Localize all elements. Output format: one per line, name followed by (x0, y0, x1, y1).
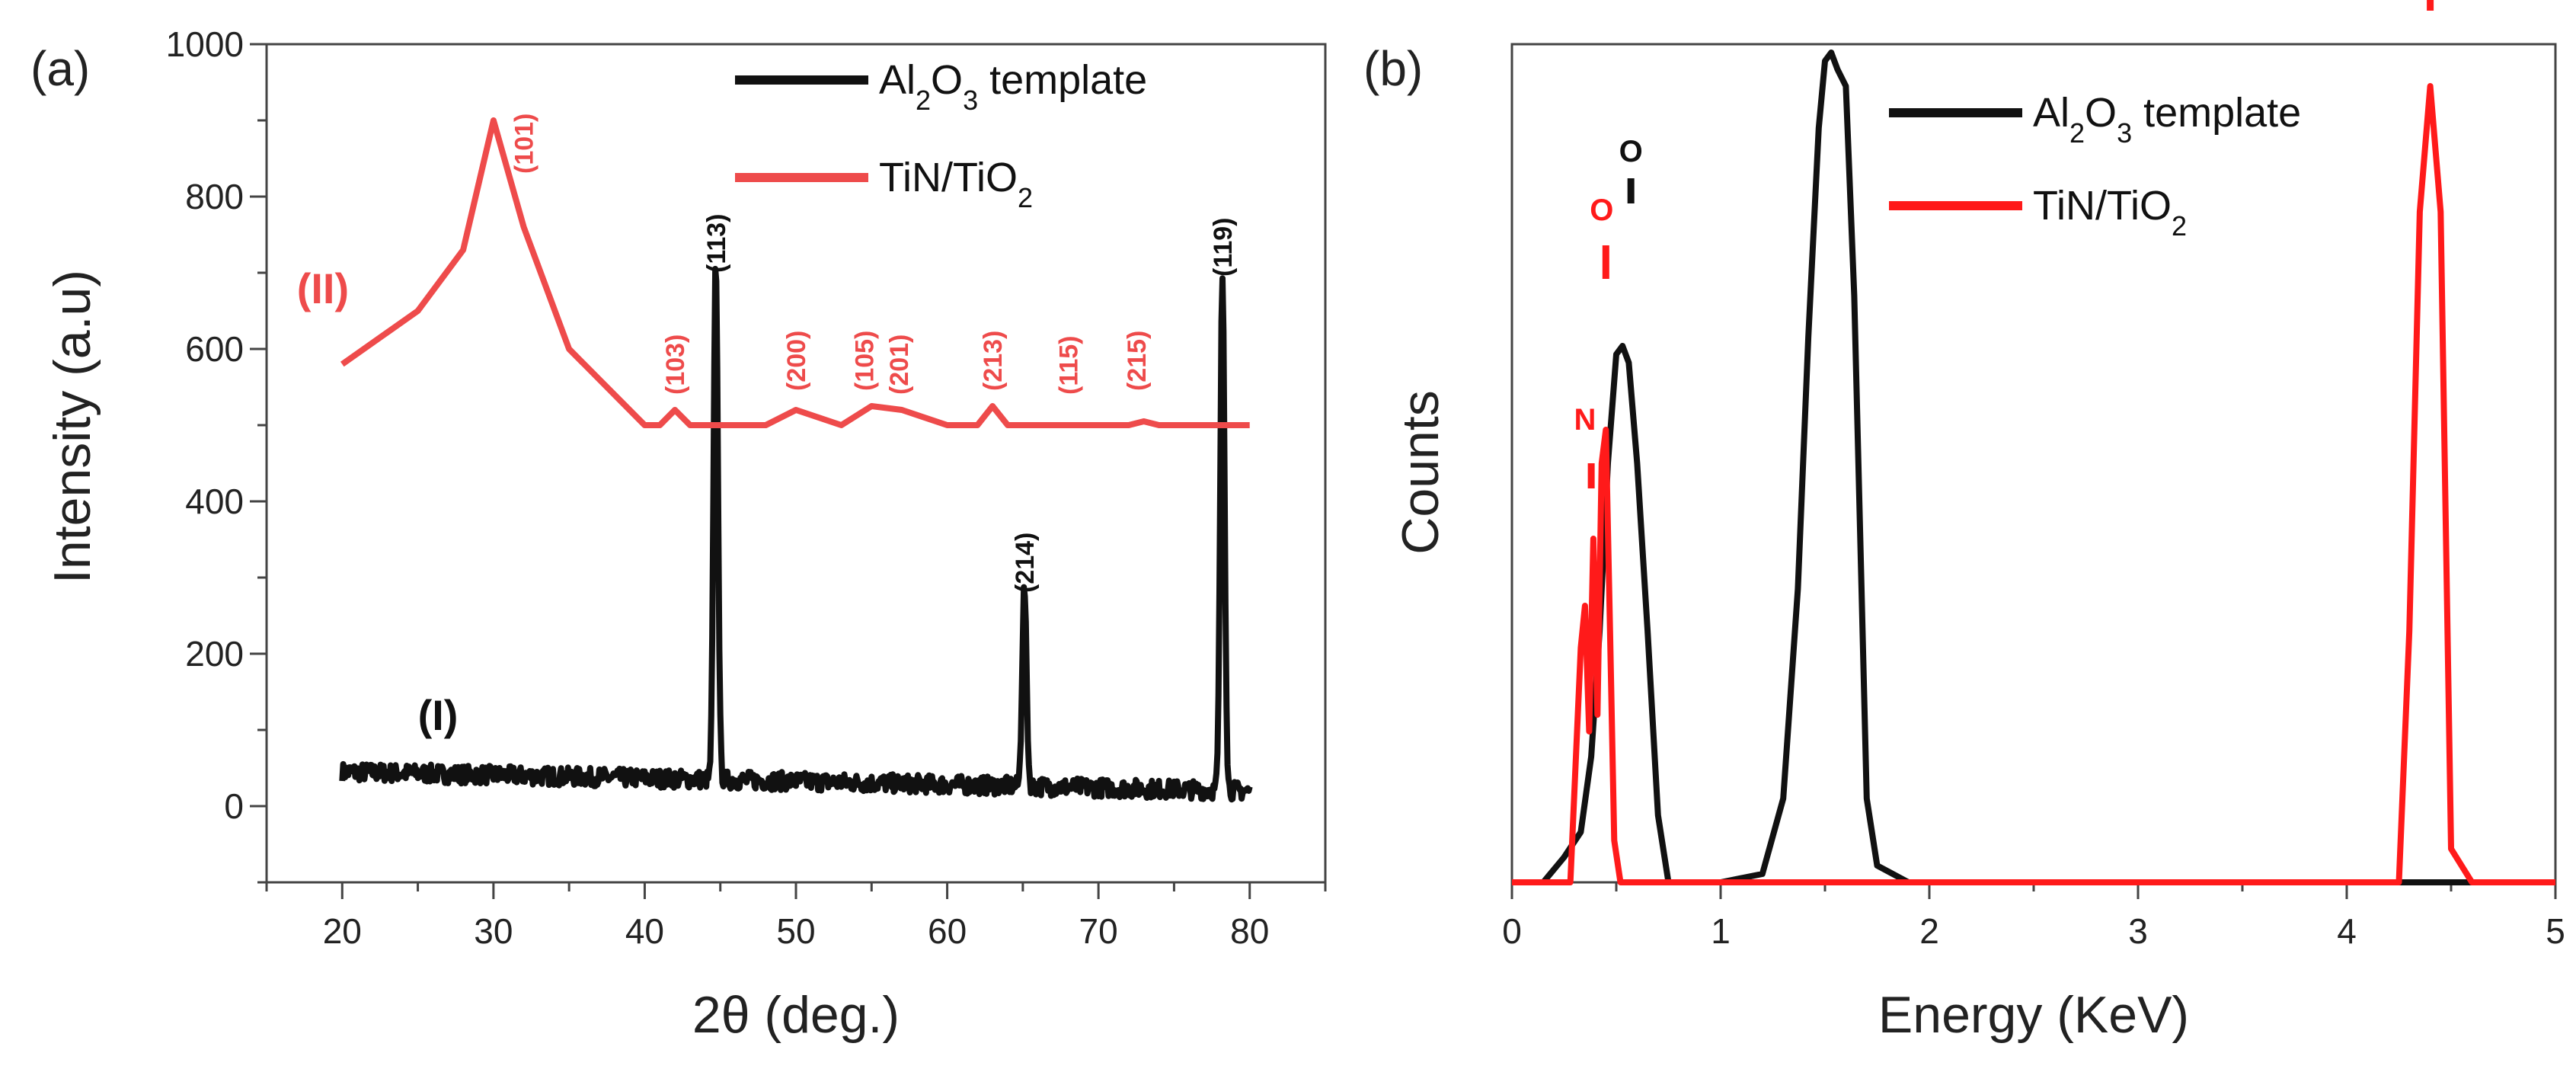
y-tick-label: 0 (224, 786, 244, 826)
y-tick-label: 800 (185, 177, 244, 216)
legend-label: Al2O3 template (2033, 90, 2301, 149)
x-tick-label: 60 (928, 911, 967, 951)
legend-label-part: TiN/TiO (2033, 183, 2172, 229)
y-tick-label: 600 (185, 329, 244, 369)
x-tick-label: 40 (625, 911, 664, 951)
series-line-0 (339, 265, 1253, 803)
legend-label-part: Al (879, 57, 916, 103)
peak-label: (103) (661, 334, 690, 395)
legend-label: Al2O3 template (879, 57, 1147, 116)
legend-label: TiN/TiO2 (2033, 183, 2187, 242)
panel-b-ticks: 0 1 2 3 4 5 (1502, 882, 2565, 951)
legend-label-part: 3 (963, 85, 978, 116)
x-tick-label: 5 (2546, 911, 2565, 951)
x-tick-label: 20 (323, 911, 362, 951)
series-line-0 (1512, 50, 2555, 885)
x-tick-label: 0 (1502, 911, 1522, 951)
x-tick-label: 80 (1230, 911, 1269, 951)
panel-b-y-axis-title: Counts (1392, 390, 1449, 554)
x-tick-label: 30 (474, 911, 513, 951)
peak-label: (105) (850, 331, 879, 391)
panel-a-label: (a) (30, 41, 90, 96)
legend-label-part: 3 (2117, 117, 2132, 149)
legend-label-part: TiN/TiO (879, 155, 1018, 200)
peak-label: (119) (1209, 218, 1238, 277)
peak-label: Al (1814, 0, 1844, 1)
legend-label-part: 2 (1018, 182, 1033, 213)
x-tick-label: 3 (2128, 911, 2148, 951)
peak-label: (214) (1011, 533, 1040, 593)
legend-label-part: O (931, 57, 963, 103)
legend-label: TiN/TiO2 (879, 155, 1033, 213)
legend-label-part: 2 (2172, 210, 2187, 242)
peak-label: (115) (1054, 336, 1083, 395)
peak-label: (101) (510, 114, 539, 174)
panel-b-frame (1510, 43, 2557, 884)
x-tick-label: 50 (776, 911, 815, 951)
peak-label: O (1619, 135, 1643, 168)
panel-a-y-axis-title: Intensity (a.u) (43, 270, 101, 584)
legend-label-part: O (2085, 90, 2117, 136)
series-line-1 (1512, 83, 2555, 885)
legend-label-part: template (978, 57, 1147, 103)
y-tick-label: 1000 (166, 24, 244, 64)
x-tick-label: 2 (1919, 911, 1939, 951)
panel-a-x-axis-title: 2θ (deg.) (692, 986, 900, 1044)
panel-a-series (339, 117, 1253, 803)
x-tick-label: 4 (2337, 911, 2357, 951)
panel-a-annotations: (113) (214) (119) (101) (103) (200) (105) (201)… (297, 114, 1238, 739)
panel-b-label: (b) (1363, 41, 1423, 96)
legend-label-part: 2 (2069, 117, 2085, 149)
curve-label: (I) (418, 691, 459, 739)
panel-b-annotations: AlOTiON (1574, 0, 2434, 488)
peak-label: O (1590, 194, 1613, 227)
peak-label: (201) (885, 334, 914, 395)
peak-label: N (1574, 403, 1596, 437)
panel-b-series (1512, 50, 2555, 885)
peak-label: (200) (782, 331, 811, 391)
x-tick-label: 70 (1079, 911, 1118, 951)
peak-label: (215) (1123, 331, 1152, 391)
peak-label: (113) (702, 214, 731, 274)
x-tick-label: 1 (1711, 911, 1731, 951)
y-tick-label: 200 (185, 634, 244, 674)
legend-label-part: 2 (916, 85, 931, 116)
curve-label: (II) (297, 264, 349, 312)
peak-label: (213) (979, 331, 1008, 391)
panel-a-frame (265, 43, 1327, 884)
legend-label-part: template (2132, 90, 2301, 136)
series-line-1 (340, 117, 1250, 428)
legend-label-part: Al (2033, 90, 2069, 136)
y-tick-label: 400 (185, 482, 244, 521)
panel-b-x-axis-title: Energy (KeV) (1878, 986, 2189, 1044)
